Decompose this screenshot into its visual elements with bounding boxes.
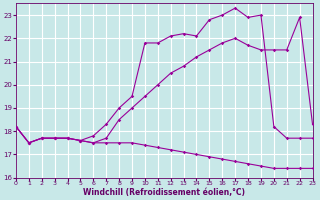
X-axis label: Windchill (Refroidissement éolien,°C): Windchill (Refroidissement éolien,°C) [83, 188, 245, 197]
